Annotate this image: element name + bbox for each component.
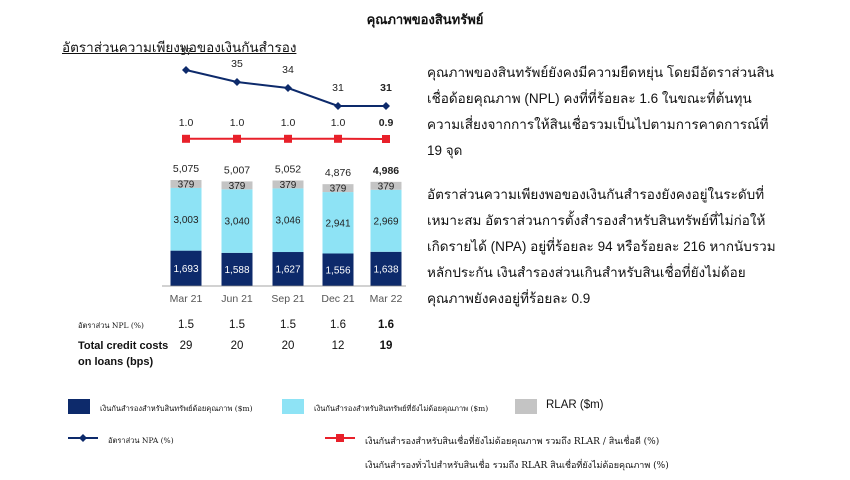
commentary-paragraph-2: อัตราส่วนความเพียงพอของเงินกันสำรองยังคง… [427,187,776,306]
credit-cost-row-value: 20 [230,340,244,352]
legend-marker-npa [68,434,98,442]
data-label-non-impaired: 3,040 [224,217,249,228]
credit-cost-row-label-1: Total credit costs [78,340,169,352]
total-label: 4,876 [325,167,351,179]
npa-value-label: 37 [180,46,192,58]
bar-segment-rlar [221,181,253,190]
bar-segment-rlar [322,184,354,193]
bar-segment-impaired [322,253,354,286]
total-label: 5,007 [224,164,250,176]
coverage-point [334,134,342,143]
data-label-impaired: 1,588 [224,265,249,276]
bar-segment-rlar [170,180,202,188]
data-label-rlar: 379 [378,181,395,192]
x-tick-label: Mar 21 [170,293,203,305]
bar-segment-non-impaired [370,189,402,252]
data-label-impaired: 1,556 [325,265,350,276]
npl-row-value: 1.6 [330,319,346,331]
bar-segment-non-impaired [170,187,202,251]
npl-row-value: 1.5 [280,319,296,331]
npa-value-label: 31 [380,82,392,94]
npa-point [334,102,342,110]
npa-value-label: 35 [231,58,243,70]
x-tick-label: Jun 21 [221,293,253,305]
npa-point [182,66,190,74]
coverage-point [284,134,292,143]
data-label-non-impaired: 3,046 [275,216,300,227]
bar-segment-impaired [272,252,304,286]
total-label: 5,075 [173,163,199,175]
data-label-impaired: 1,627 [275,265,300,276]
coverage-point [182,134,190,143]
chart-subtitle: อัตราส่วนความเพียงพอของเงินกันสำรอง [62,40,297,55]
coverage-value-label: 1.0 [230,117,245,129]
legend-label-impaired: เงินกันสำรองสำหรับสินทรัพย์ด้อยคุณภาพ ($… [100,404,253,413]
npa-point [382,102,390,110]
legend-marker-red-line [325,434,355,442]
legend-swatch-rlar [515,399,537,414]
data-label-non-impaired: 3,003 [173,215,198,226]
data-label-rlar: 379 [229,181,246,192]
bar-segment-non-impaired [322,192,354,254]
legend-label-non-impaired: เงินกันสำรองสำหรับสินทรัพย์ที่ยังไม่ด้อย… [314,404,489,413]
data-label-impaired: 1,638 [373,264,398,275]
npa-point [284,84,292,92]
npl-row-value: 1.6 [378,319,394,331]
npa-point [233,78,241,86]
npl-row-value: 1.5 [229,319,245,331]
legend-swatch-impaired [68,399,90,414]
stacked-bar-chart: 1,693 3,003 379 5,075 Mar 21 1,588 3,040 379 5,0… [162,46,406,305]
coverage-value-label: 1.0 [179,117,194,129]
legend-label-red-line: เงินกันสำรองสำหรับสินเชื่อที่ยังไม่ด้อยค… [365,437,660,447]
legend-swatch-non-impaired [282,399,304,414]
npl-row-label: อัตราส่วน NPL (%) [78,321,144,330]
coverage-value-label: 0.9 [379,117,394,129]
legend-label-rlar: RLAR ($m) [546,399,604,411]
credit-cost-row-value: 19 [379,340,393,352]
total-label: 5,052 [275,163,301,175]
data-label-rlar: 379 [178,179,195,190]
credit-cost-row-value: 12 [331,340,345,352]
credit-cost-row-value: 20 [281,340,295,352]
bar-segment-non-impaired [272,188,304,253]
commentary-paragraph-1: คุณภาพของสินทรัพย์ยังคงมีความยืดหยุ่น โด… [427,65,774,158]
coverage-point [233,134,241,143]
bar-segment-rlar [370,181,402,190]
bar-segment-impaired [170,250,202,286]
data-label-rlar: 379 [330,184,347,195]
page-title: คุณภาพของสินทรัพย์ [366,13,484,28]
legend-label-red-line-2: เงินกันสำรองทั่วไปสำหรับสินเชื่อ รวมถึง … [365,461,669,471]
bar-segment-impaired [370,251,402,286]
total-label: 4,986 [373,165,399,177]
coverage-value-label: 1.0 [281,117,296,129]
x-tick-label: Mar 22 [370,293,403,305]
credit-cost-row-value: 29 [179,340,193,352]
credit-cost-row-label-2: on loans (bps) [78,356,154,368]
coverage-value-label: 1.0 [331,117,346,129]
data-label-non-impaired: 2,941 [325,218,350,229]
coverage-point [382,135,390,143]
bar-segment-rlar [272,180,304,189]
bar-segment-non-impaired [221,189,253,253]
npa-value-label: 34 [282,64,294,76]
data-label-rlar: 379 [280,180,297,191]
x-tick-label: Sep 21 [271,293,304,305]
data-label-non-impaired: 2,969 [373,216,398,227]
npl-row-value: 1.5 [178,319,194,331]
npa-value-label: 31 [332,82,344,94]
legend-label-npa: อัตราส่วน NPA (%) [108,436,174,445]
x-tick-label: Dec 21 [321,293,354,305]
data-label-impaired: 1,693 [173,264,198,275]
bar-segment-impaired [221,252,253,286]
